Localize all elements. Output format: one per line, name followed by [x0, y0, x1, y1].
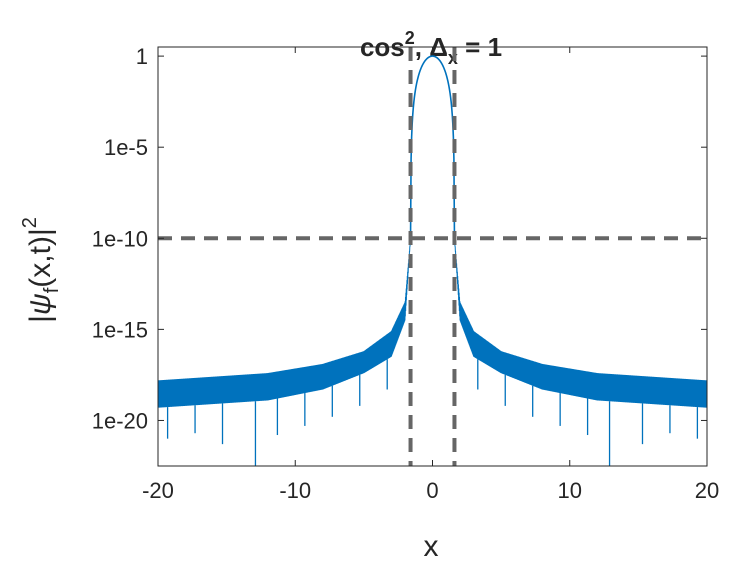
series-main-lobe — [409, 55, 456, 239]
series-right-tail — [453, 238, 708, 408]
series-left-tail — [157, 238, 412, 408]
x-tick-label: 0 — [426, 478, 438, 503]
x-tick-label: -10 — [279, 478, 311, 503]
y-tick-label: 1e-20 — [92, 408, 148, 433]
y-tick-label: 1e-15 — [92, 317, 148, 342]
series-layer — [157, 55, 708, 466]
y-axis-label: |ψf(x,t)|2 — [19, 217, 63, 323]
x-axis-label: x — [424, 530, 439, 563]
x-tick-label: 20 — [695, 478, 719, 503]
x-tick-label: -20 — [142, 478, 174, 503]
y-tick-label: 1 — [136, 44, 148, 69]
plot-area: -20 -10 0 10 20 1 1e-5 1e-10 1e-15 1e-20 — [92, 44, 720, 503]
reference-lines — [158, 47, 707, 466]
x-tick-label: 10 — [558, 478, 582, 503]
y-tick-label: 1e-5 — [104, 135, 148, 160]
y-tick-label: 1e-10 — [92, 226, 148, 251]
x-ticks: -20 -10 0 10 20 — [142, 47, 719, 503]
y-ticks: 1 1e-5 1e-10 1e-15 1e-20 — [92, 44, 707, 433]
